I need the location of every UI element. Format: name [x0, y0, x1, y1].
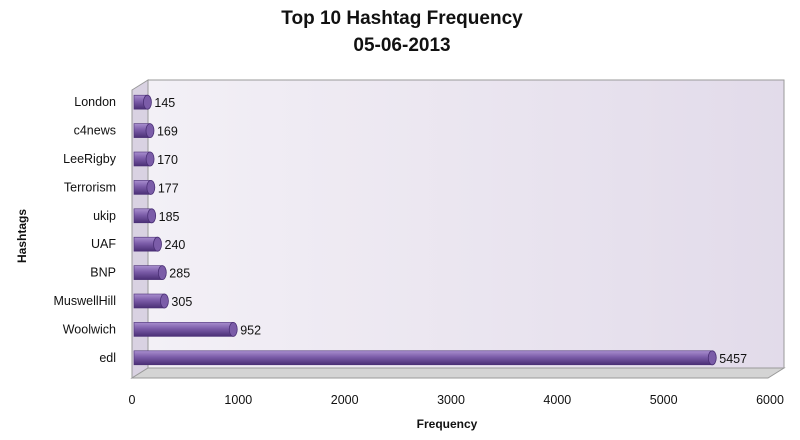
bar-cap [145, 151, 155, 167]
y-tick-label: Terrorism [64, 180, 116, 194]
y-tick-label: ukip [93, 209, 116, 223]
y-tick-label: LeeRigby [63, 152, 117, 166]
y-tick-label: Woolwich [63, 322, 116, 336]
bars [133, 94, 717, 366]
bar-cap [707, 350, 717, 366]
y-tick-label: UAF [91, 237, 116, 251]
bar [133, 350, 717, 366]
bar [133, 179, 156, 195]
data-label: 185 [159, 210, 180, 224]
bar [133, 208, 157, 224]
data-label: 952 [240, 323, 261, 337]
y-tick-label: c4news [74, 124, 116, 138]
bar-body [133, 322, 234, 337]
y-tick-label: edl [99, 351, 116, 365]
data-label: 169 [157, 125, 178, 139]
x-tick-labels: 0 1000 2000 3000 4000 5000 6000 [129, 393, 784, 407]
data-label: 240 [165, 238, 186, 252]
x-tick-label: 0 [129, 393, 136, 407]
chart-title: Top 10 Hashtag Frequency [281, 8, 523, 29]
bar [133, 94, 152, 110]
x-tick-label: 5000 [650, 393, 678, 407]
data-label: 305 [171, 295, 192, 309]
bar [133, 265, 167, 281]
data-label: 5457 [719, 352, 747, 366]
y-axis-title: Hashtags [15, 209, 29, 263]
bar-cap [143, 94, 152, 110]
bar-cap [157, 265, 167, 281]
x-tick-label: 6000 [756, 393, 784, 407]
data-label: 170 [157, 153, 178, 167]
bar [133, 321, 238, 337]
bar-body [133, 293, 165, 309]
chart-subtitle: 05-06-2013 [353, 35, 450, 56]
bar-body [133, 350, 713, 366]
y-tick-labels: edl Woolwich MuswellHill BNP UAF ukip Terroris… [53, 95, 116, 365]
x-tick-label: 1000 [224, 393, 252, 407]
data-label: 285 [169, 267, 190, 281]
bar [133, 236, 162, 252]
data-label: 145 [154, 96, 175, 110]
x-tick-label: 3000 [437, 393, 465, 407]
x-axis-title: Frequency [417, 417, 478, 431]
data-label: 177 [158, 181, 179, 195]
y-tick-label: BNP [90, 266, 116, 280]
data-labels: 5457 952 305 285 240 185 177 170 169 145 [154, 96, 747, 366]
bar-cap [146, 179, 156, 195]
floor [130, 367, 786, 379]
bar-cap [145, 123, 155, 139]
y-tick-label: London [74, 95, 116, 109]
x-tick-label: 2000 [331, 393, 359, 407]
bar [133, 151, 155, 167]
bar-cap [228, 321, 238, 337]
y-tick-label: MuswellHill [53, 294, 116, 308]
x-tick-label: 4000 [543, 393, 571, 407]
bar-cap [147, 208, 157, 224]
bar-cap [153, 236, 162, 252]
bar [133, 123, 155, 139]
bar-cap [160, 293, 169, 309]
bar [133, 293, 169, 309]
